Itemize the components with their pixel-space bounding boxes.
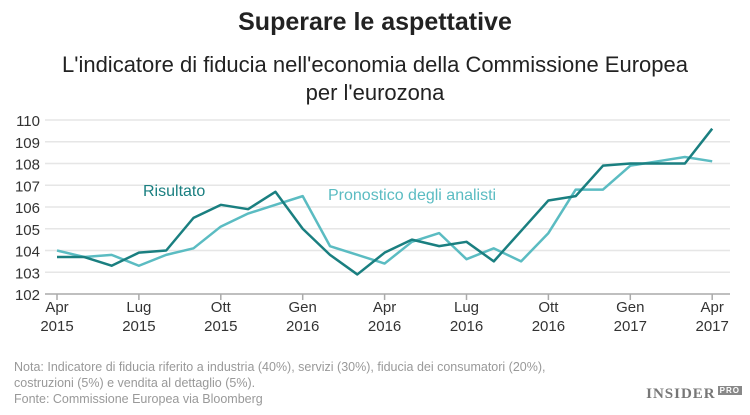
x-tick-year: 2016 [368, 318, 401, 335]
x-tick-month: Lug [454, 299, 479, 316]
series-line-forecast [56, 155, 713, 267]
source-note: Fonte: Commissione Europea via Bloomberg [14, 392, 263, 406]
x-tick-year: 2015 [40, 318, 73, 335]
y-tick-label: 108 [15, 157, 40, 174]
x-tick-year: 2016 [286, 318, 319, 335]
chart-subtitle-line-1: L'indicatore di fiducia nell'economia de… [62, 52, 688, 77]
x-tick-month: Gen [289, 299, 317, 316]
x-tick-month: Apr [45, 299, 68, 316]
x-tick-year: 2016 [450, 318, 483, 335]
x-tick-year: 2015 [122, 318, 155, 335]
x-tick-month: Apr [373, 299, 396, 316]
x-tick-month: Apr [701, 299, 724, 316]
insider-pro-logo: INSIDER PRO [646, 386, 742, 402]
x-tick-month: Lug [126, 299, 151, 316]
y-tick-label: 103 [15, 265, 40, 282]
y-tick-label: 107 [15, 178, 40, 195]
x-tick-year: 2017 [696, 318, 729, 335]
x-tick-month: Ott [538, 299, 559, 316]
x-tick-year: 2017 [614, 318, 647, 335]
note-line-2: costruzioni (5%) e vendita al dettaglio … [14, 376, 256, 390]
y-tick-label: 104 [15, 244, 40, 261]
x-tick-year: 2016 [532, 318, 565, 335]
chart-subtitle-line-2: per l'eurozona [305, 80, 445, 105]
y-tick-label: 102 [15, 287, 40, 304]
y-tick-label: 106 [15, 200, 40, 217]
x-tick-month: Gen [616, 299, 644, 316]
y-tick-label: 110 [16, 113, 40, 130]
y-tick-label: 109 [15, 135, 40, 152]
line-chart: 102 103 104 105 106 107 108 109 110 Apr 2015 Lug 201… [15, 113, 730, 335]
chart-title: Superare le aspettative [238, 8, 512, 36]
y-tick-label: 105 [15, 222, 40, 239]
note-line-1: Nota: Indicatore di fiducia riferito a i… [14, 360, 546, 374]
x-tick-year: 2015 [204, 318, 237, 335]
series-label-forecast: Pronostico degli analisti [328, 187, 496, 204]
series-label-actual: Risultato [143, 183, 205, 200]
x-tick-month: Ott [211, 299, 232, 316]
series-line-actual [57, 127, 714, 276]
